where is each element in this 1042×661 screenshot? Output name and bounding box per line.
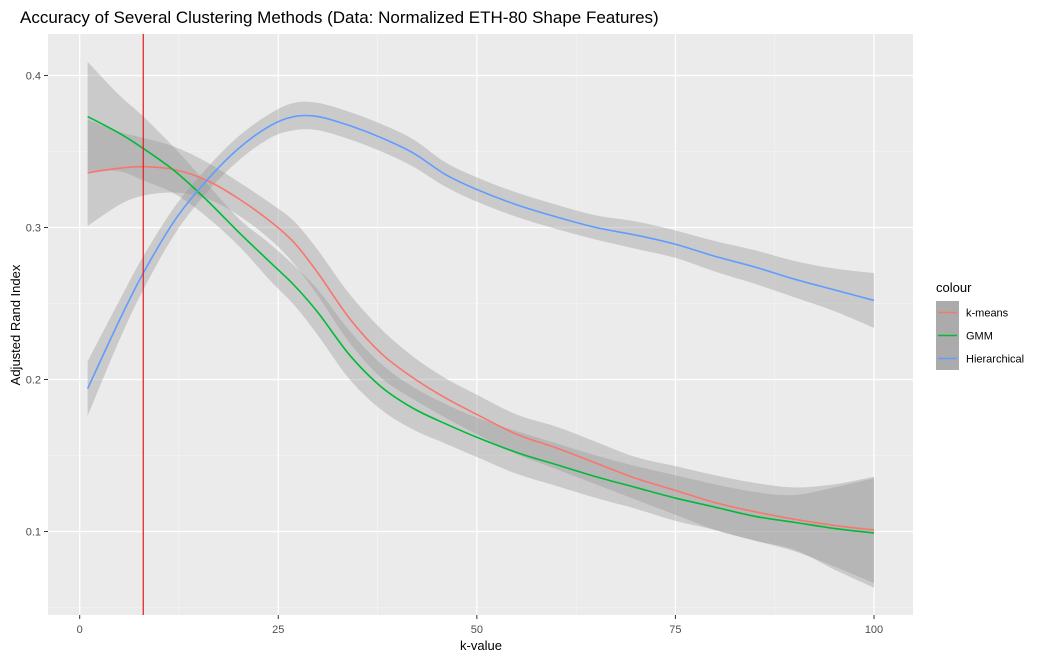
confidence-ribbons [87,61,874,588]
ribbon-gmm [87,61,874,588]
legend-label: Hierarchical [966,354,1024,366]
x-axis-ticks: 0 25 50 75 100 [77,615,883,636]
y-axis-title: Adjusted Rand Index [8,264,23,385]
x-tick-label: 0 [77,624,83,636]
y-tick-label: 0.4 [26,71,41,83]
line-hierarchical [86,114,875,389]
x-tick-label: 100 [865,624,883,636]
y-tick-label: 0.1 [26,527,41,539]
grid-major [48,34,913,615]
legend-key [936,347,959,370]
legend: colour k-means GMM Hierarchical [936,280,1024,370]
x-tick-label: 25 [272,624,284,636]
y-axis-ticks: 0.1 0.2 0.3 0.4 [26,71,48,539]
legend-label: GMM [966,331,993,343]
line-gmm [87,115,875,534]
ribbon-hierarchical [87,101,874,416]
chart-title: Accuracy of Several Clustering Methods (… [20,8,659,27]
legend-key [936,301,959,324]
ribbon-k-means [87,119,874,584]
series-lines [86,114,875,534]
y-tick-label: 0.3 [26,223,41,235]
x-axis-title: k-value [460,638,502,653]
legend-label: k-means [966,308,1009,320]
legend-key [936,324,959,347]
grid-minor [48,34,913,615]
legend-title: colour [936,280,972,295]
y-tick-label: 0.2 [26,375,41,387]
x-tick-label: 75 [669,624,681,636]
x-tick-label: 50 [471,624,483,636]
line-k-means [87,165,875,531]
